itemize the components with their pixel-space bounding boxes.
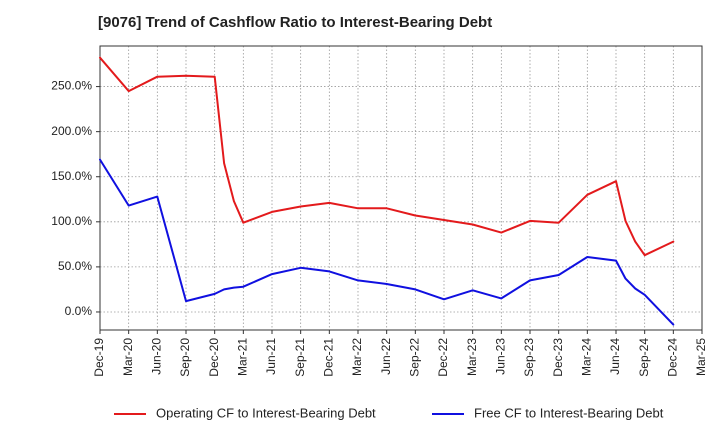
x-tick-label: Sep-20 bbox=[178, 338, 192, 377]
x-tick-label: Jun-21 bbox=[264, 338, 278, 375]
x-tick-label: Dec-22 bbox=[436, 338, 450, 377]
y-tick-label: 150.0% bbox=[51, 169, 92, 183]
x-tick-label: Sep-24 bbox=[637, 338, 651, 377]
x-tick-label: Mar-24 bbox=[580, 338, 594, 376]
x-tick-label: Mar-20 bbox=[121, 338, 135, 376]
legend-label-1: Free CF to Interest-Bearing Debt bbox=[474, 405, 664, 420]
plot-frame bbox=[99, 45, 703, 331]
x-tick-label: Mar-25 bbox=[694, 338, 708, 376]
y-tick-label: 100.0% bbox=[51, 214, 92, 228]
x-tick-label: Dec-21 bbox=[322, 338, 336, 377]
x-tick-label: Sep-21 bbox=[293, 338, 307, 377]
x-tick-label: Dec-23 bbox=[551, 338, 565, 377]
x-tick-label: Jun-20 bbox=[150, 338, 164, 375]
x-tick-label: Sep-23 bbox=[522, 338, 536, 377]
y-tick-label: 50.0% bbox=[58, 259, 92, 273]
x-tick-label: Dec-19 bbox=[92, 338, 106, 377]
x-tick-label: Jun-24 bbox=[608, 338, 622, 375]
y-tick-label: 250.0% bbox=[51, 79, 92, 93]
y-tick-label: 200.0% bbox=[51, 124, 92, 138]
x-tick-label: Mar-23 bbox=[465, 338, 479, 376]
x-tick-label: Sep-22 bbox=[408, 338, 422, 377]
x-tick-label: Dec-20 bbox=[207, 338, 221, 377]
y-tick-label: 0.0% bbox=[65, 304, 93, 318]
x-tick-label: Jun-22 bbox=[379, 338, 393, 375]
x-tick-label: Jun-23 bbox=[494, 338, 508, 375]
legend-label-0: Operating CF to Interest-Bearing Debt bbox=[156, 405, 376, 420]
x-tick-label: Mar-22 bbox=[350, 338, 364, 376]
series-line-0 bbox=[99, 56, 675, 257]
x-tick-label: Dec-24 bbox=[666, 338, 680, 377]
chart-title: [9076] Trend of Cashflow Ratio to Intere… bbox=[98, 14, 493, 31]
x-tick-label: Mar-21 bbox=[236, 338, 250, 376]
series-line-1 bbox=[99, 158, 675, 326]
